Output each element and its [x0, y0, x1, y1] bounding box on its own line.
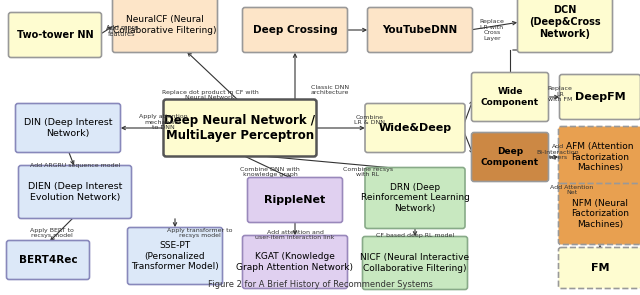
- Text: Add ARGRU sequence model: Add ARGRU sequence model: [30, 163, 120, 168]
- FancyBboxPatch shape: [15, 104, 120, 153]
- Text: DIEN (Deep Interest
Evolution Network): DIEN (Deep Interest Evolution Network): [28, 182, 122, 202]
- Text: Figure 2 for A Brief History of Recommender Systems: Figure 2 for A Brief History of Recommen…: [207, 280, 433, 289]
- Text: Combine DNN with
knowledge graph: Combine DNN with knowledge graph: [240, 167, 300, 177]
- FancyBboxPatch shape: [248, 178, 342, 222]
- FancyBboxPatch shape: [365, 168, 465, 229]
- Text: Deep Neural Network /
MultiLayer Perceptron: Deep Neural Network / MultiLayer Percept…: [164, 114, 316, 142]
- Text: Add
Bi-Interaction
layers: Add Bi-Interaction layers: [537, 144, 579, 160]
- Text: Apply transformer to
recsys model: Apply transformer to recsys model: [167, 228, 233, 238]
- Text: NICF (Neural Interactive
Collaborative Filtering): NICF (Neural Interactive Collaborative F…: [360, 253, 470, 273]
- FancyBboxPatch shape: [559, 248, 640, 289]
- Text: Wide&Deep: Wide&Deep: [378, 123, 452, 133]
- Text: SSE-PT
(Personalized
Transformer Model): SSE-PT (Personalized Transformer Model): [131, 241, 219, 271]
- FancyBboxPatch shape: [8, 12, 102, 58]
- Text: AFM (Attention
Factorization
Machines): AFM (Attention Factorization Machines): [566, 142, 634, 172]
- FancyBboxPatch shape: [19, 165, 131, 219]
- Text: Apply BERT to
recsys model: Apply BERT to recsys model: [30, 228, 74, 238]
- Text: Apply attention
mechanism
to DNN: Apply attention mechanism to DNN: [139, 114, 188, 130]
- Text: Replace dot product in CF with
Neural Network: Replace dot product in CF with Neural Ne…: [162, 90, 259, 100]
- Text: CF based deep RL model: CF based deep RL model: [376, 232, 454, 237]
- FancyBboxPatch shape: [113, 0, 218, 53]
- Text: YouTubeDNN: YouTubeDNN: [382, 25, 458, 35]
- Text: DeepFM: DeepFM: [575, 92, 625, 102]
- FancyBboxPatch shape: [163, 99, 317, 157]
- Text: Add attention and
user-item interaction link: Add attention and user-item interaction …: [255, 230, 335, 240]
- Text: Deep Crossing: Deep Crossing: [253, 25, 337, 35]
- FancyBboxPatch shape: [518, 0, 612, 53]
- Text: KGAT (Knowledge
Graph Attention Network): KGAT (Knowledge Graph Attention Network): [237, 252, 353, 272]
- FancyBboxPatch shape: [243, 7, 348, 53]
- FancyBboxPatch shape: [127, 227, 223, 284]
- FancyBboxPatch shape: [472, 132, 548, 181]
- FancyBboxPatch shape: [243, 235, 348, 289]
- Text: Combine recsys
with RL: Combine recsys with RL: [343, 167, 393, 177]
- Text: DRN (Deep
Reinforcement Learning
Network): DRN (Deep Reinforcement Learning Network…: [360, 183, 469, 213]
- FancyBboxPatch shape: [362, 237, 467, 289]
- Text: Add more
features: Add more features: [106, 24, 138, 37]
- Text: DIN (Deep Interest
Network): DIN (Deep Interest Network): [24, 118, 112, 138]
- FancyBboxPatch shape: [367, 7, 472, 53]
- Text: NeuralCF (Neural
Collaborative Filtering): NeuralCF (Neural Collaborative Filtering…: [113, 15, 217, 35]
- Text: FM: FM: [591, 263, 609, 273]
- FancyBboxPatch shape: [559, 75, 640, 119]
- Text: Replace
LR with
Cross
Layer: Replace LR with Cross Layer: [479, 19, 504, 41]
- Text: NFM (Neural
Factorization
Machines): NFM (Neural Factorization Machines): [571, 199, 629, 229]
- Text: Deep
Component: Deep Component: [481, 147, 539, 167]
- Text: Add Attention
Net: Add Attention Net: [550, 185, 594, 195]
- FancyBboxPatch shape: [472, 73, 548, 122]
- Text: Combine
LR & DNN: Combine LR & DNN: [355, 114, 385, 125]
- Text: Classic DNN
architecture: Classic DNN architecture: [311, 85, 349, 95]
- FancyBboxPatch shape: [6, 240, 90, 279]
- FancyBboxPatch shape: [559, 127, 640, 188]
- Text: RippleNet: RippleNet: [264, 195, 326, 205]
- Text: Wide
Component: Wide Component: [481, 87, 539, 107]
- FancyBboxPatch shape: [559, 183, 640, 245]
- Text: BERT4Rec: BERT4Rec: [19, 255, 77, 265]
- FancyBboxPatch shape: [365, 104, 465, 153]
- Text: Replace
LR
with FM: Replace LR with FM: [548, 86, 572, 102]
- Text: Two-tower NN: Two-tower NN: [17, 30, 93, 40]
- Text: DCN
(Deep&Cross
Network): DCN (Deep&Cross Network): [529, 5, 601, 39]
